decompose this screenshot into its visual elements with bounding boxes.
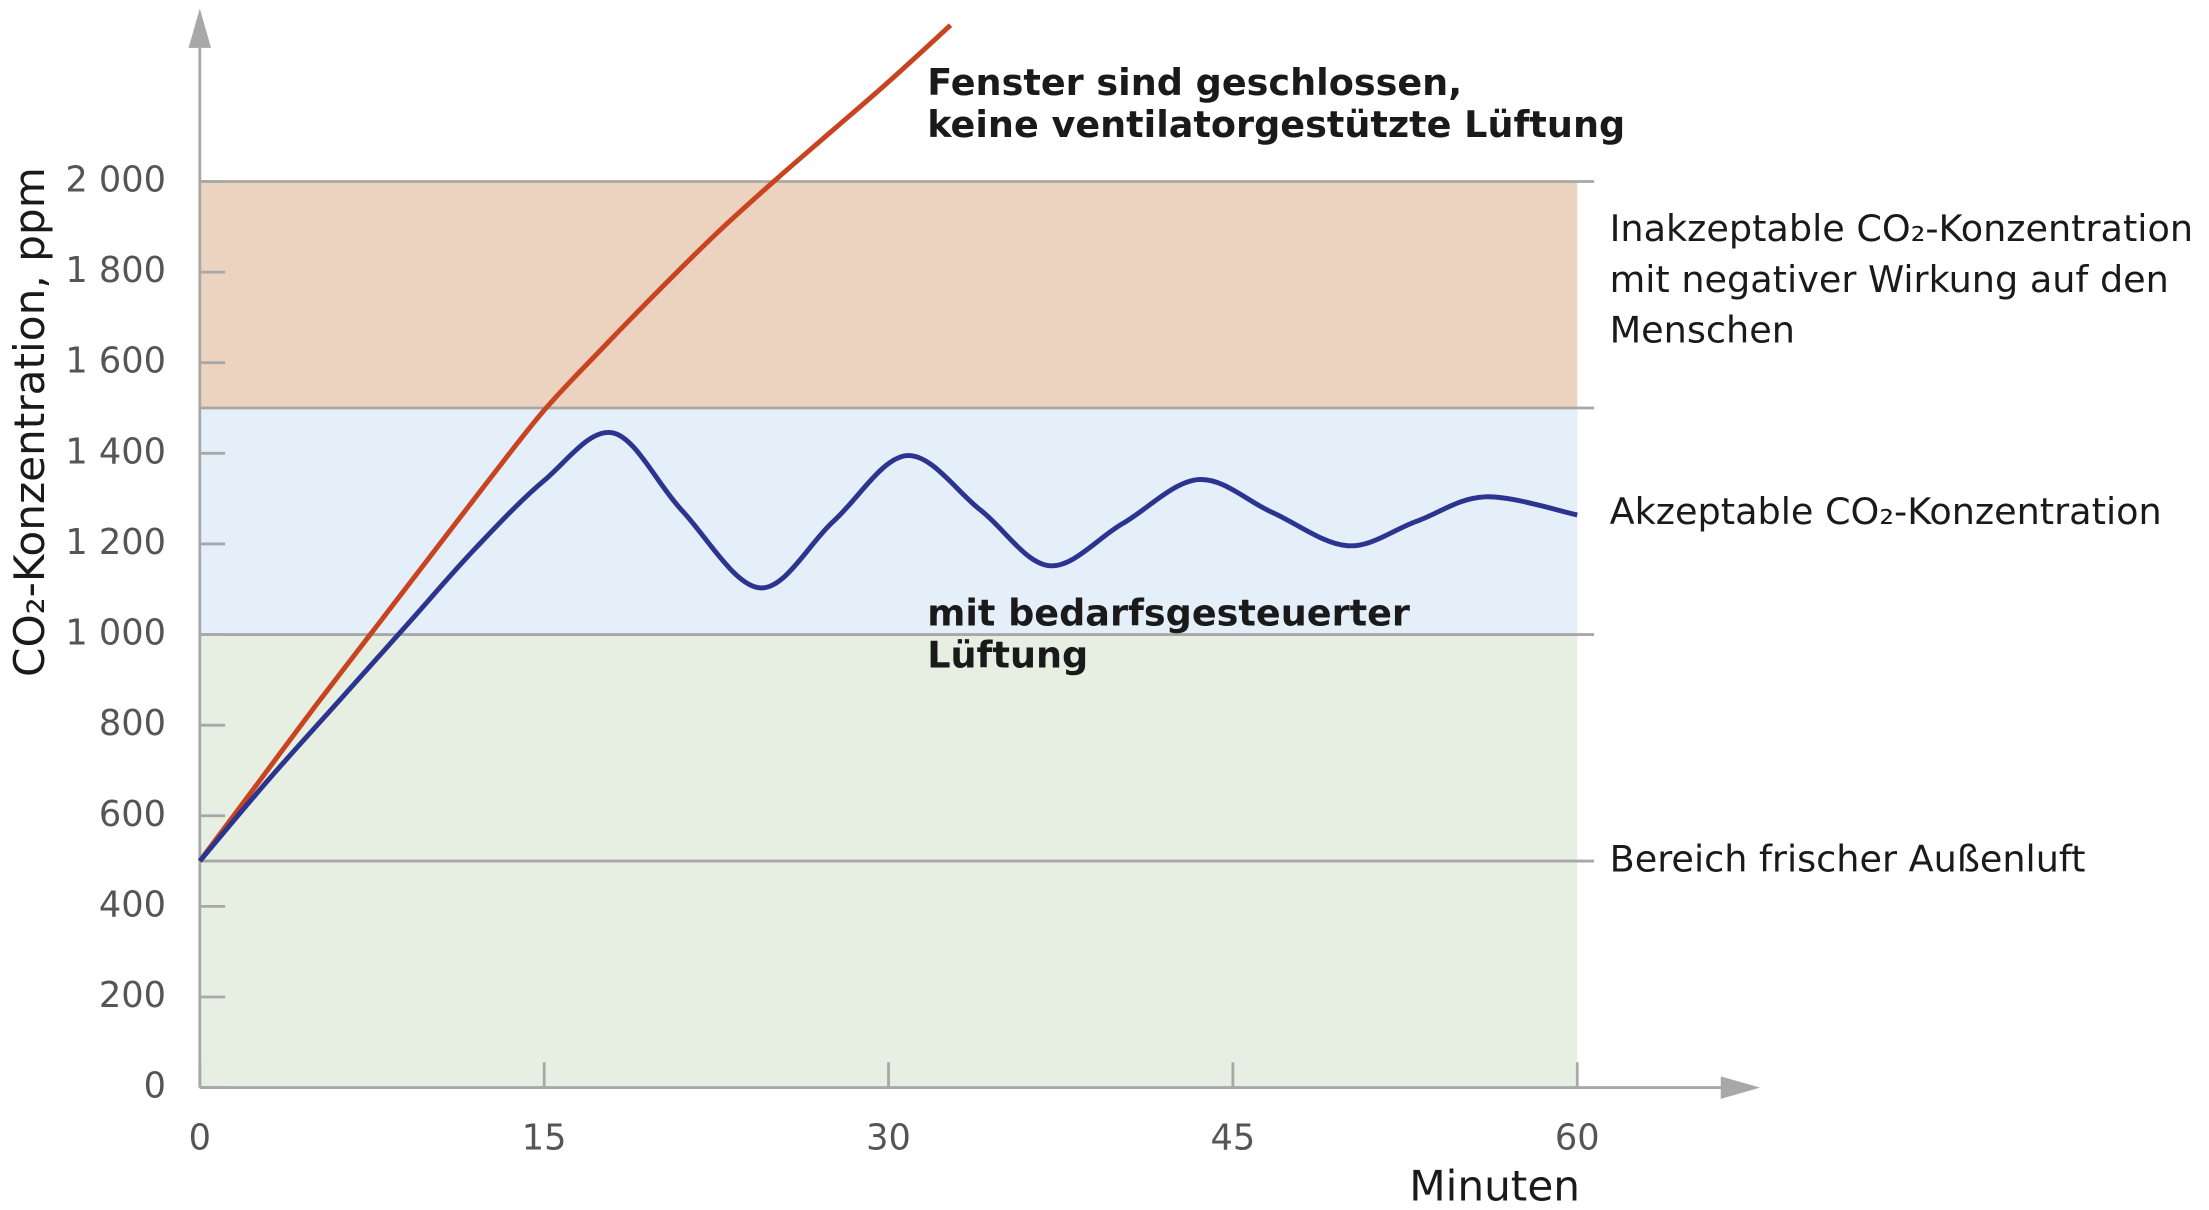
series-line (197, 430, 1578, 863)
x-tick-label: 30 (866, 1118, 911, 1159)
x-axis-title: Minuten (1409, 1161, 1580, 1210)
zone-label: Bereich frischer Außenluft (1610, 838, 2086, 881)
x-tick-label: 60 (1555, 1118, 1600, 1159)
series-annotation: keine ventilatorgestützte Lüftung (927, 103, 1625, 146)
y-tick-label: 800 (99, 703, 166, 744)
y-tick-label: 600 (99, 794, 166, 835)
y-tick-label: 1 200 (65, 522, 166, 563)
y-tick-label: 1 800 (65, 250, 166, 291)
x-tick-label: 0 (189, 1118, 211, 1159)
series-line (197, 23, 953, 863)
zone (199, 181, 1578, 409)
y-axis-arrow (188, 8, 212, 48)
y-tick-label: 400 (99, 884, 166, 925)
series-annotation: Fenster sind geschlossen, (927, 61, 1462, 104)
x-tick-label: 45 (1211, 1118, 1256, 1159)
zone-label: mit negativer Wirkung auf den (1610, 258, 2169, 301)
y-tick-label: 1 000 (65, 613, 166, 654)
zone-label: Inakzeptable CO₂-Konzentration (1610, 207, 2193, 250)
x-axis-arrow (1720, 1076, 1761, 1099)
zone-label: Akzeptable CO₂-Konzentration (1610, 490, 2162, 533)
series-annotation: Lüftung (927, 634, 1088, 677)
series-annotation: mit bedarfsgesteuerter (927, 591, 1410, 634)
y-tick-label: 2 000 (65, 160, 166, 201)
y-tick-label: 1 600 (65, 341, 166, 382)
zone-label: Menschen (1610, 309, 1795, 352)
y-tick-label: 1 400 (65, 431, 166, 472)
y-axis-title: CO₂-Konzentration, ppm (5, 167, 54, 677)
y-tick-label: 200 (99, 975, 166, 1016)
y-tick-label: 0 (144, 1066, 166, 1107)
x-tick-label: 15 (522, 1118, 567, 1159)
